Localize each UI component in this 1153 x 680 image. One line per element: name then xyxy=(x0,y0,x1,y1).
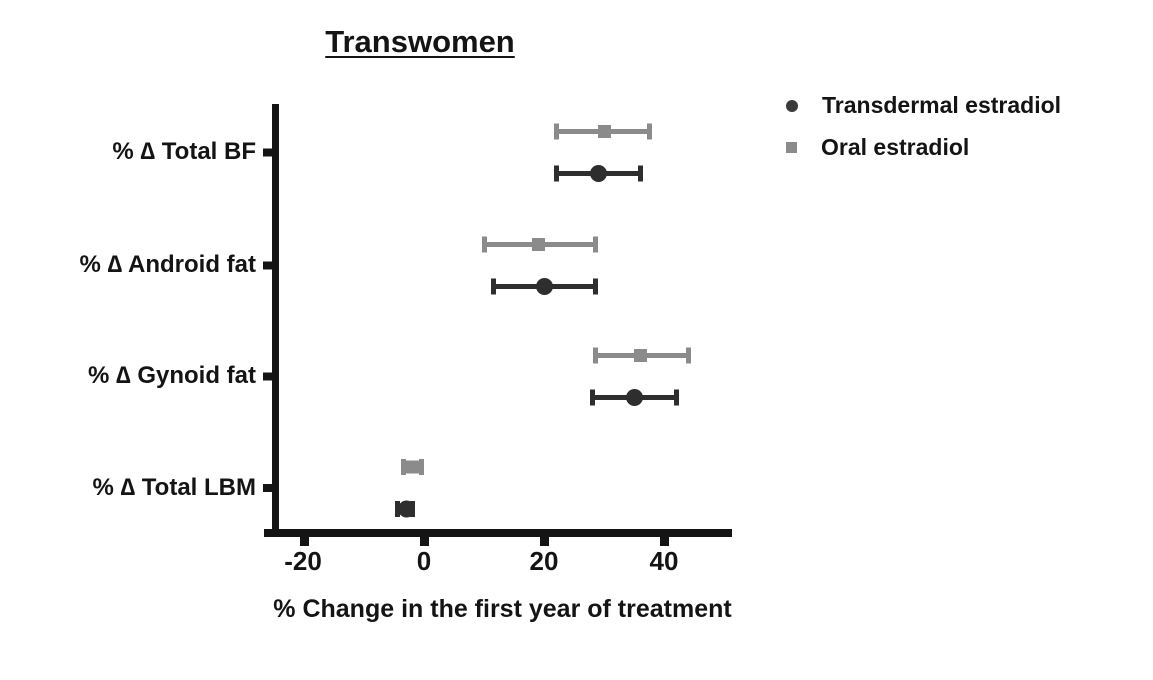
error-bar-cap xyxy=(593,236,598,253)
data-point-circle xyxy=(536,278,553,295)
data-point-square xyxy=(406,460,419,474)
x-axis-label: % Change in the first year of treatment xyxy=(273,595,732,623)
error-bar-cap xyxy=(647,123,652,140)
legend-item-oral: Oral estradiol xyxy=(786,132,1061,163)
error-bar-cap xyxy=(554,123,559,140)
error-bar-cap xyxy=(686,347,691,364)
data-point-square xyxy=(532,238,545,251)
legend: Transdermal estradiol Oral estradiol xyxy=(786,90,1061,174)
legend-label-transdermal: Transdermal estradiol xyxy=(822,92,1062,118)
error-bar-cap xyxy=(554,165,559,182)
y-axis-tick xyxy=(263,148,272,157)
y-axis-tick xyxy=(263,484,272,492)
category-label-total-lbm: % ∆ Total LBM xyxy=(92,474,256,501)
error-bar-cap xyxy=(590,389,595,406)
square-marker-icon xyxy=(786,142,797,153)
x-axis-tick xyxy=(420,537,429,546)
x-tick-label-neg20: -20 xyxy=(284,546,322,576)
category-label-total-bf: % ∆ Total BF xyxy=(112,138,256,165)
y-axis-tick xyxy=(263,261,272,270)
error-bar-cap xyxy=(491,278,496,295)
error-bar-cap xyxy=(638,165,643,182)
error-bar-cap xyxy=(419,459,424,475)
error-bar-cap xyxy=(593,278,598,295)
category-label-gynoid-fat: % ∆ Gynoid fat xyxy=(87,362,256,389)
legend-item-transdermal: Transdermal estradiol xyxy=(786,90,1061,121)
data-point-square xyxy=(634,349,647,362)
error-bar-cap xyxy=(674,389,679,406)
chart-title: Transwomen xyxy=(325,24,515,59)
data-point-circle xyxy=(398,500,415,518)
error-bar-cap xyxy=(395,501,400,517)
y-axis-line xyxy=(272,104,279,537)
error-bar-cap xyxy=(482,236,487,253)
error-bar-cap xyxy=(401,459,406,475)
x-tick-label-40: 40 xyxy=(649,546,679,576)
error-bar-cap xyxy=(593,347,598,364)
y-axis-tick xyxy=(263,372,272,381)
data-point-circle xyxy=(626,389,643,406)
x-axis-tick xyxy=(300,537,309,546)
x-axis-tick xyxy=(540,537,549,546)
legend-label-oral: Oral estradiol xyxy=(821,134,970,160)
x-tick-label-20: 20 xyxy=(529,546,559,576)
circle-marker-icon xyxy=(786,99,798,112)
data-point-circle xyxy=(590,165,607,182)
x-tick-label-0: 0 xyxy=(416,546,432,576)
x-axis-tick xyxy=(660,537,669,546)
data-point-square xyxy=(598,125,611,138)
category-label-android-fat: % ∆ Android fat xyxy=(79,251,256,278)
x-axis-line xyxy=(264,529,732,537)
